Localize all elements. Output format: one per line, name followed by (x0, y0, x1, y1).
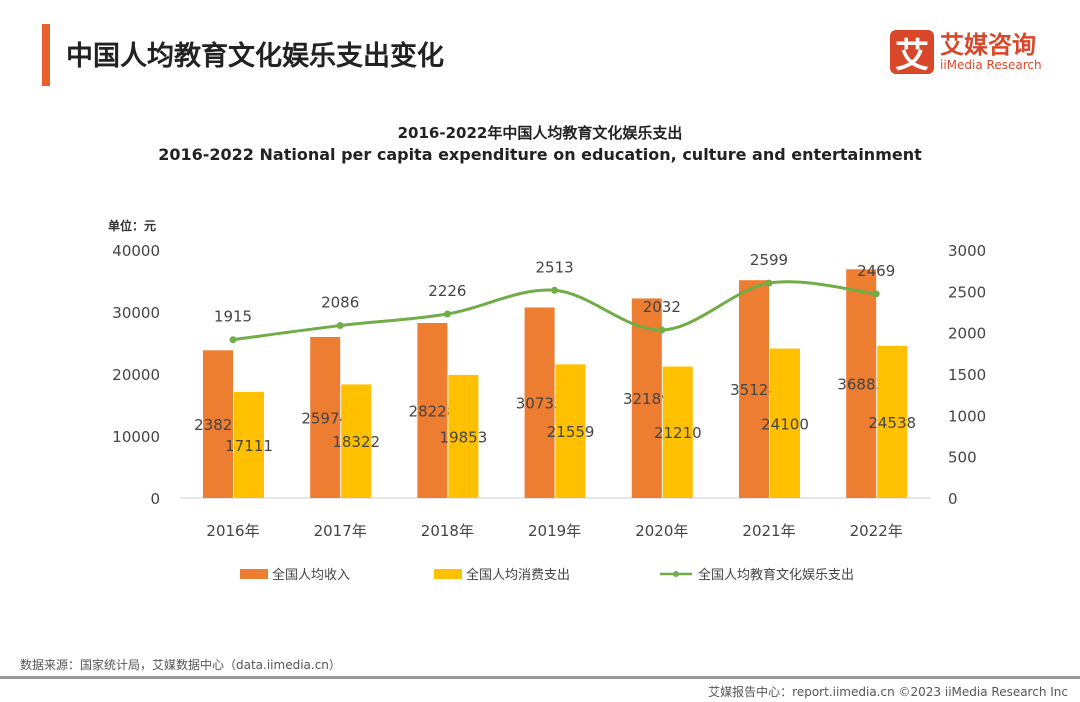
consumption-data-label: 21559 (547, 423, 595, 441)
chart-subtitle: 2016-2022 National per capita expenditur… (158, 145, 922, 164)
left-tick-label: 40000 (112, 242, 160, 260)
x-tick-label: 2018年 (421, 522, 474, 540)
left-tick-label: 30000 (112, 304, 160, 322)
x-tick-label: 2021年 (742, 522, 795, 540)
right-tick-label: 2500 (948, 283, 986, 301)
x-tick-label: 2017年 (314, 522, 367, 540)
logo-en: iiMedia Research (940, 58, 1042, 72)
income-bar (739, 280, 769, 498)
income-data-label: 23821 (194, 416, 242, 434)
consumption-bar (448, 374, 479, 498)
consumption-data-label: 17111 (225, 437, 273, 455)
consumption-data-label: 24100 (761, 415, 809, 433)
income-data-label: 36883 (837, 376, 885, 394)
left-tick-label: 20000 (112, 366, 160, 384)
x-tick-label: 2020年 (635, 522, 688, 540)
legend-label-consumption: 全国人均消费支出 (466, 567, 570, 583)
income-data-label: 32189 (623, 390, 671, 408)
right-tick-label: 1000 (948, 407, 986, 425)
page-title: 中国人均教育文化娱乐支出变化 (66, 41, 444, 72)
legend-label-income: 全国人均收入 (272, 567, 350, 583)
iimedia-logo: 艾 艾媒咨询 iiMedia Research (890, 30, 1042, 76)
expenditure-data-label: 2032 (643, 298, 681, 316)
expenditure-data-label: 1915 (214, 308, 252, 326)
expenditure-point (551, 286, 559, 294)
consumption-data-label: 18322 (332, 433, 380, 451)
footer-credit: 艾媒报告中心：report.iimedia.cn ©2023 iiMedia R… (708, 685, 1068, 699)
expenditure-point (229, 336, 237, 344)
consumption-bar (662, 366, 693, 498)
right-tick-label: 3000 (948, 242, 986, 260)
expenditure-point (765, 279, 773, 287)
income-data-label: 28228 (409, 402, 457, 420)
legend-label-expenditure: 全国人均教育文化娱乐支出 (698, 567, 854, 583)
logo-cn: 艾媒咨询 (940, 31, 1036, 59)
consumption-data-label: 19853 (440, 428, 488, 446)
title-accent-bar (42, 24, 50, 86)
consumption-bar (877, 345, 908, 498)
chart-svg: 单位：元 0 10000 20000 30000 40000 0 500 1000 1500 200… (108, 218, 986, 583)
consumption-data-label: 21210 (654, 424, 702, 442)
income-data-label: 30733 (516, 395, 564, 413)
expenditure-data-label: 2469 (857, 262, 895, 280)
income-bar (203, 350, 233, 498)
income-bar (524, 307, 555, 498)
left-tick-label: 0 (150, 490, 160, 508)
expenditure-point (336, 322, 344, 330)
x-tick-label: 2016年 (206, 522, 259, 540)
expenditure-data-label: 2599 (750, 251, 788, 269)
logo-mark: 艾 (890, 30, 934, 76)
income-bar (631, 298, 662, 498)
data-source: 数据来源：国家统计局，艾媒数据中心（data.iimedia.cn） (20, 658, 341, 672)
income-bar (417, 322, 448, 498)
consumption-data-label: 24538 (868, 414, 916, 432)
unit-label: 单位：元 (108, 218, 156, 233)
consumption-bar (341, 384, 372, 498)
income-data-label: 35128 (730, 381, 778, 399)
consumption-bar (234, 391, 264, 498)
right-tick-label: 500 (948, 449, 977, 467)
right-tick-label: 1500 (948, 366, 986, 384)
x-tick-label: 2019年 (528, 522, 581, 540)
right-tick-label: 0 (948, 490, 958, 508)
expenditure-data-label: 2513 (536, 258, 574, 276)
legend-marker-expenditure (673, 571, 679, 577)
expenditure-point (443, 310, 451, 318)
legend-swatch-income (240, 569, 268, 579)
expenditure-data-label: 2226 (428, 282, 466, 300)
expenditure-point (872, 290, 880, 298)
legend-swatch-consumption (434, 569, 462, 579)
chart-title: 2016-2022年中国人均教育文化娱乐支出 (397, 124, 683, 142)
expenditure-point (658, 326, 666, 334)
income-data-label: 25974 (301, 409, 349, 427)
x-tick-label: 2022年 (850, 522, 903, 540)
consumption-bar (555, 364, 586, 498)
income-bar (846, 269, 877, 498)
income-bar (310, 336, 341, 498)
footer-rule (0, 676, 1080, 679)
consumption-bar (770, 348, 800, 498)
expenditure-data-label: 2086 (321, 294, 359, 312)
right-tick-label: 2000 (948, 325, 986, 343)
left-tick-label: 10000 (112, 428, 160, 446)
